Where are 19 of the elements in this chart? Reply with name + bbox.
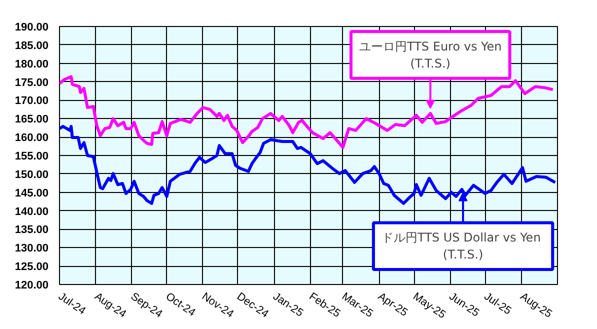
y-tick-label: 190.00 [14, 22, 49, 34]
line-series [60, 75, 554, 149]
line-series [60, 124, 557, 205]
y-tick-label: 130.00 [14, 242, 49, 255]
y-tick-label: 145.00 [14, 187, 49, 200]
y-tick-label: 170.00 [14, 95, 49, 108]
y-tick-label: 155.00 [14, 150, 49, 162]
y-tick-label: 140.00 [14, 206, 49, 218]
annotation: ユーロ円TTS Euro vs Yen (T.T.S.) [358, 40, 502, 70]
y-tick-label: 120.00 [14, 280, 49, 292]
y-tick-label: 165.00 [14, 114, 49, 126]
y-tick-label: 125.00 [14, 261, 49, 274]
y-tick-label: 185.00 [14, 40, 49, 52]
y-tick-label: 180.00 [14, 58, 49, 70]
y-tick-label: 135.00 [14, 224, 49, 236]
y-tick-label: 175.00 [14, 76, 49, 89]
y-tick-label: 160.00 [14, 132, 49, 144]
annotation: ドル円TTS US Dollar vs Yen (T.T.S.) [381, 230, 541, 262]
y-tick-label: 150.00 [14, 168, 49, 181]
